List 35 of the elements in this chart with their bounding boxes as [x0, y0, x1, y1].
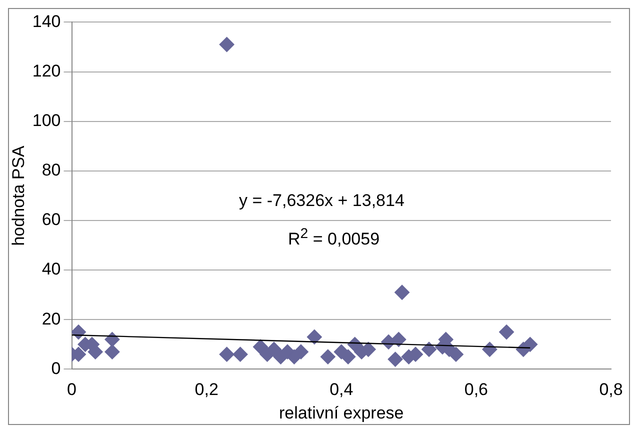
point: [306, 329, 322, 344]
annotation: y = -7,6326x + 13,814: [239, 191, 404, 211]
y-tick-label: 120: [32, 61, 61, 80]
point: [293, 344, 308, 360]
point: [219, 37, 234, 52]
point: [252, 339, 268, 354]
point: [394, 284, 410, 300]
point: [320, 349, 336, 364]
point: [448, 346, 464, 362]
point: [422, 342, 437, 357]
point: [391, 332, 406, 347]
point: [522, 336, 538, 352]
point: [340, 349, 356, 364]
y-tick-label: 80: [42, 160, 61, 180]
x-tick-label: 0,4: [330, 380, 354, 400]
point: [232, 346, 248, 362]
y-axis-title: hodnota PSA: [8, 144, 28, 246]
y-tick-label: 60: [42, 210, 61, 230]
point: [266, 342, 282, 357]
x-tick-label: 0,2: [194, 380, 218, 400]
y-tick-label: 140: [32, 12, 61, 31]
y-tick-label: 40: [42, 260, 61, 279]
y-tick-label: 20: [42, 309, 61, 328]
x-axis-title: relativní exprese: [279, 403, 404, 422]
annotation: R$^{2}$ = 0,0059: [288, 226, 380, 250]
point: [72, 346, 86, 362]
x-tick-label: 0,6: [464, 380, 488, 400]
x-tick-label: 0,8: [599, 380, 623, 400]
x-tick-label: 0: [67, 380, 76, 400]
y-tick-label: 0: [51, 358, 61, 378]
point: [499, 324, 514, 340]
y-tick-label: 100: [32, 111, 61, 130]
point: [104, 344, 120, 360]
point: [219, 346, 234, 362]
point: [388, 352, 403, 367]
